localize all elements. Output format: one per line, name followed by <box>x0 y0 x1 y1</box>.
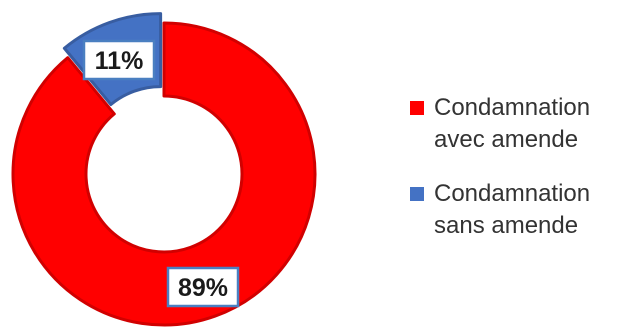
legend-item-avec-amende: Condamnation avec amende <box>408 92 630 156</box>
legend-label-line1: Condamnation <box>434 94 591 121</box>
data-label-box-0 <box>166 266 240 308</box>
legend-label-line1: Condamnation <box>434 180 591 207</box>
donut-chart-svg: 89% 11% <box>11 12 317 327</box>
donut-slice-0 <box>11 21 317 327</box>
donut-slices <box>11 12 317 327</box>
legend-label-line2: sans amende <box>434 212 579 239</box>
data-label-1: 11% <box>95 47 144 75</box>
donut-data-labels: 89% 11% <box>82 39 240 308</box>
legend-swatch-red <box>410 101 424 115</box>
chart-legend: Condamnation avec amende Condamnation sa… <box>408 92 630 264</box>
data-label-box-1 <box>82 39 156 81</box>
legend-label-line2: avec amende <box>434 126 579 153</box>
data-label-0: 89% <box>178 274 228 302</box>
legend-swatch-blue <box>410 187 424 201</box>
legend-item-sans-amende: Condamnation sans amende <box>408 178 630 242</box>
